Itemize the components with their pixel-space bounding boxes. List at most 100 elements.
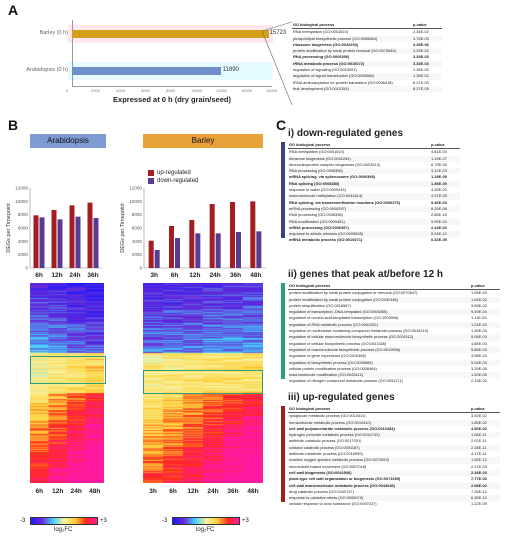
c3-header-p: p-value: [470, 406, 500, 414]
p-value: 6.35E-10: [470, 495, 500, 502]
go-table-row: regulation of nucleobase-containing comp…: [288, 328, 500, 335]
legend-down: down-regulated: [148, 178, 198, 184]
y-tick-label: 12000: [15, 186, 28, 191]
go-term: cell wall biogenesis (GO:0042546): [288, 469, 470, 477]
a-x-tick: 4000: [116, 88, 125, 93]
panel-label-c: C: [276, 117, 287, 133]
go-term: regulation of gene expression (GO:001046…: [288, 353, 470, 360]
go-table-row: protein ubiquitination (GO:0016567) 3.59E…: [288, 302, 500, 310]
barley-deg-chart: 0 2000 4000 6000 8000 10000 12000 3h 6h 12h 24h 36h…: [120, 180, 270, 280]
barley-scale-min: -3: [162, 518, 168, 524]
go-term: regulation of biosynthetic process (GO:0…: [288, 359, 470, 366]
up-regulated-bar: [250, 201, 256, 268]
go-term: mRNA processing (GO:0006397): [288, 224, 430, 232]
go-table-row: RNA methylation (GO:0001510) 4.81E-03: [288, 148, 460, 156]
go-term: response to oxidative stress (GO:0006979…: [288, 495, 470, 502]
barley-label: Barley (0 h): [39, 30, 68, 36]
x-tick-label: 12h: [189, 272, 200, 279]
c-section-1-table: GO biological process p-value RNA methyl…: [288, 142, 460, 244]
a-table-header-term: GO biological process: [292, 22, 412, 30]
p-value: 8.79E-09: [430, 161, 460, 169]
x-tick-label: 6h: [171, 272, 179, 279]
a-table-row: RNA processing (GO:0006396) 3.33E-03: [292, 54, 442, 61]
go-table-row: cell wall macromolecule metabolic proces…: [288, 482, 500, 489]
deg-chart-svg: 0 2000 4000 6000 8000 10000 12000 3h 6h 12h 24h 36h…: [120, 186, 266, 279]
p-value: 2.13E-02: [470, 378, 500, 385]
go-term: cell wall polysaccharide metabolic proce…: [288, 425, 470, 433]
p-value: 1.11E-03: [470, 315, 500, 322]
go-term: regulation of macromolecule biosynthetic…: [288, 346, 470, 354]
p-value: 4.81E-03: [430, 148, 460, 156]
go-table-row: macromolecule modification (GO:0043412) 1…: [288, 372, 500, 379]
y-axis-title: DEGs per Timepoint: [6, 203, 12, 253]
arabidopsis-label: Arabidopsis (0 h): [26, 67, 68, 73]
p-value: 1.06E-11: [470, 432, 500, 439]
heatmap-column-label: 24h: [70, 488, 82, 495]
barley-peak-box: [143, 370, 263, 394]
p-value: 6.21E-03: [412, 79, 442, 86]
p-value: 1.20E-05: [470, 372, 500, 379]
go-table-row: xyloglucan metabolic process (GO:0010411…: [288, 412, 500, 420]
go-table-row: regulation of gene expression (GO:001046…: [288, 353, 500, 360]
down-regulated-bar: [195, 233, 201, 268]
p-value: 5.24E-10: [430, 231, 460, 238]
go-table-row: response to abiotic stimulus (GO:0009628…: [288, 231, 460, 238]
go-table-row: regulation of cellular biosynthetic proc…: [288, 340, 500, 347]
go-term: response to abiotic stimulus (GO:0009628…: [288, 231, 430, 238]
p-value: 1.36E-02: [412, 67, 442, 74]
c-section-2-bracket: [281, 283, 285, 379]
go-term: antibiotic catabolic process (GO:0017001…: [288, 438, 470, 445]
barley-bar: [72, 30, 269, 38]
go-table-row: protein modification by small protein co…: [288, 296, 500, 303]
go-term: drug catabolic process (GO:0042737): [288, 488, 470, 496]
go-term: regulation of signaling (GO:0023051): [292, 67, 412, 74]
go-table-row: regulation of cellular macromolecule bio…: [288, 334, 500, 341]
go-term: cell wall macromolecule metabolic proces…: [288, 482, 470, 489]
go-term: RNA modification (GO:0009451): [288, 218, 430, 225]
a-connector: [261, 21, 293, 106]
go-term: rRNA metabolic process (GO:0016072): [292, 60, 412, 68]
p-value: 5.04E-03: [470, 359, 500, 366]
arabidopsis-peak-box: [30, 356, 106, 384]
a-table-row: RNA methylation (GO:0001510) 2.34E-02: [292, 28, 442, 36]
go-term: cellular protein modification process (G…: [288, 365, 470, 373]
c-section-3-bracket: [281, 406, 285, 502]
y-tick-label: 6000: [18, 226, 29, 231]
up-regulated-bar: [230, 202, 235, 268]
go-term: regulation of cellular biosynthetic proc…: [288, 340, 470, 347]
go-table-row: RNA processing (GO:0006396) 2.85E-15: [288, 212, 460, 219]
p-value: 2.85E-15: [430, 212, 460, 219]
p-value: 3.49E-06: [412, 41, 442, 49]
a-x-tick: 10000: [191, 88, 203, 93]
y-tick-label: 2000: [132, 252, 143, 257]
c1-header-p: p-value: [430, 142, 460, 150]
go-table-row: hydrogen peroxide metabolic process (GO:…: [288, 432, 500, 439]
p-value: 1.36E-05: [430, 180, 460, 188]
p-value: 1.36E-02: [412, 73, 442, 80]
go-term: RNA processing (GO:0006396): [288, 212, 430, 219]
p-value: 1.24E-03: [470, 321, 500, 329]
down-regulated-bar: [93, 218, 99, 268]
arab-scale-bar: [30, 517, 98, 525]
legend-down-swatch: [148, 178, 154, 184]
p-value: 8.29E-06: [430, 205, 460, 213]
a-table-row: ribosome biogenesis (GO:0042254) 3.49E-06: [292, 41, 442, 49]
p-value: 1.39E-03: [470, 328, 500, 335]
go-table-row: mRNA processing (GO:0006397) 2.14E-04: [288, 224, 460, 232]
a-table-header-p: p-value: [412, 22, 442, 30]
p-value: 3.12E-03: [430, 168, 460, 175]
barley-header: Barley: [143, 134, 263, 148]
y-tick-label: 4000: [18, 239, 29, 244]
legend-up-swatch: [148, 170, 154, 176]
y-tick-label: 4000: [132, 239, 143, 244]
go-term: response to water (GO:0009415): [288, 187, 430, 194]
p-value: 4.88E-03: [470, 340, 500, 347]
y-tick-label: 0: [25, 266, 28, 271]
up-regulated-bar: [209, 204, 215, 268]
p-value: 1.55E-12: [470, 457, 500, 464]
go-table-row: response to water (GO:0009415) 4.39E-02: [288, 187, 460, 194]
go-term: fruit development (GO:0010154): [292, 85, 412, 93]
c-section-1-title: i) down-regulated genes: [288, 128, 404, 139]
c-section-1-bracket: [281, 142, 285, 238]
arab-scale-max: +3: [100, 518, 107, 524]
